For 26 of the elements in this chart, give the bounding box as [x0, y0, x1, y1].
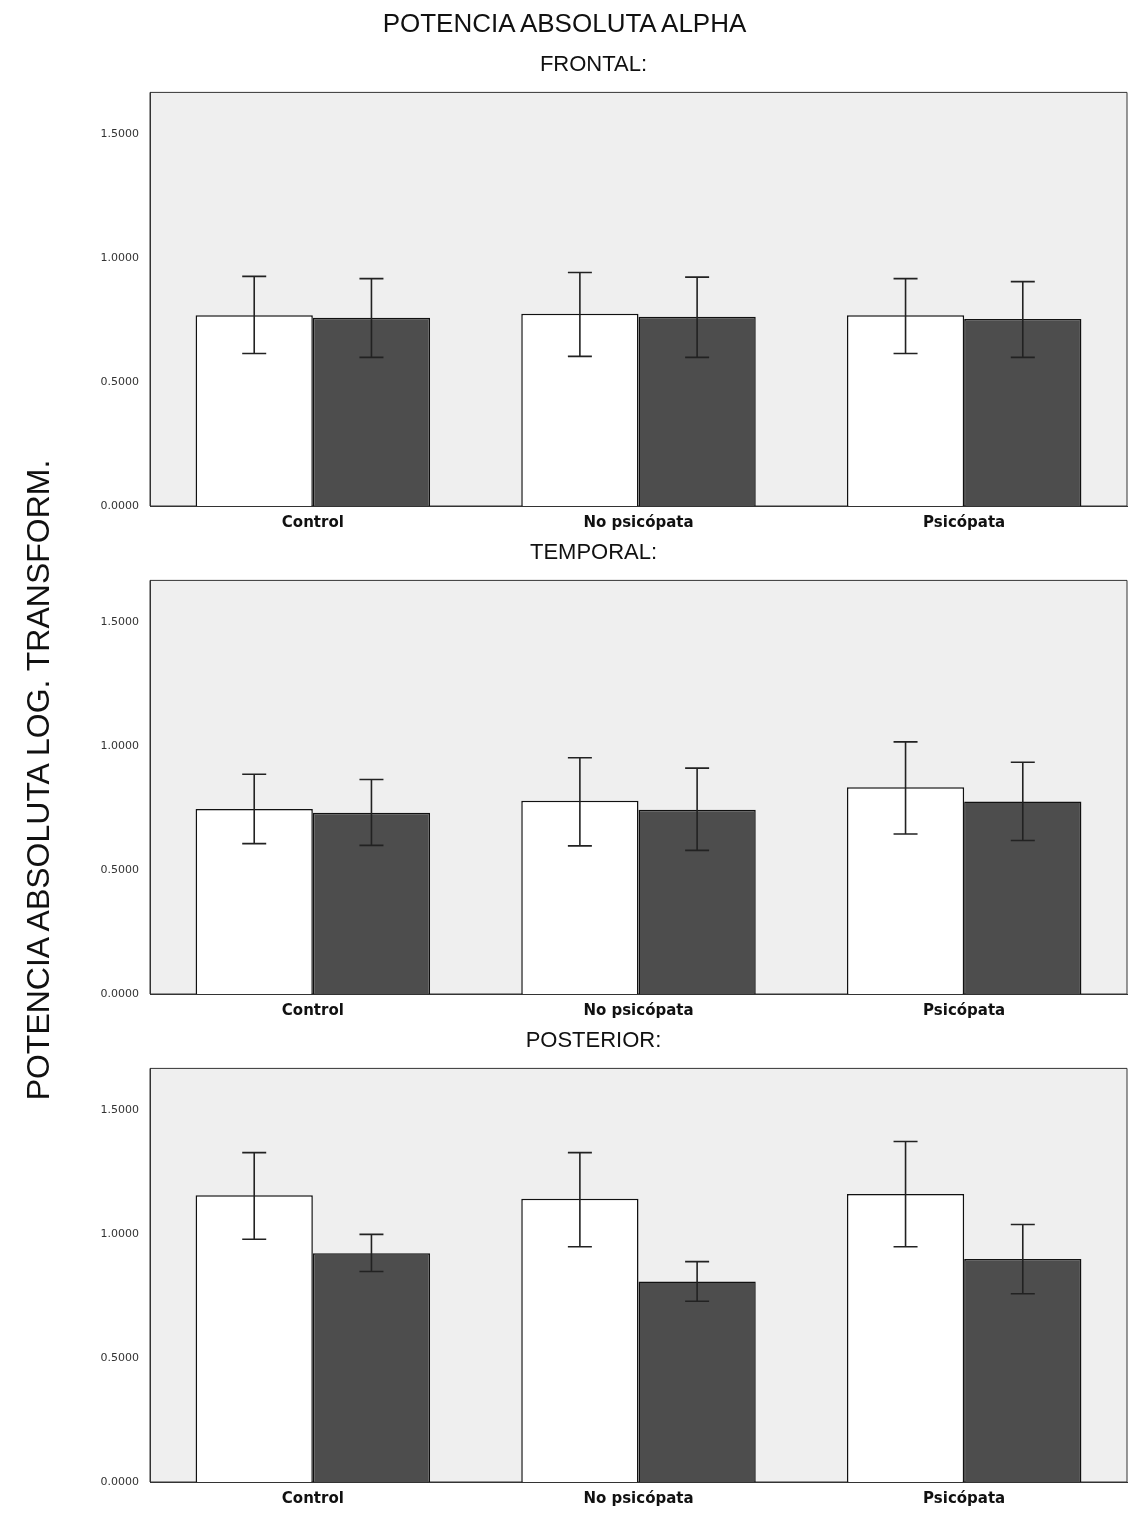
- x-tick-label: Psicópata: [923, 1000, 1006, 1019]
- x-tick-label: Psicópata: [923, 1488, 1006, 1507]
- x-tick-label: No psicópata: [583, 1000, 694, 1019]
- chart-title: TEMPORAL:: [529, 539, 658, 565]
- chart-title: POTENCIA ABSOLUTA ALPHA: [381, 8, 748, 39]
- y-tick-label: 0.5000: [100, 375, 139, 389]
- y-tick-label: 0.5000: [100, 863, 139, 877]
- x-tick-label: Control: [281, 1000, 344, 1019]
- y-tick-label: 1.0000: [100, 1227, 139, 1241]
- y-tick-label: 0.0000: [100, 498, 139, 512]
- chart-subtitle: FRONTAL:: [539, 51, 648, 77]
- y-tick-label: 1.5000: [100, 615, 139, 629]
- x-tick-label: Control: [281, 512, 344, 531]
- x-tick-label: Control: [281, 1488, 344, 1507]
- x-tick-label: Psicópata: [923, 512, 1006, 531]
- y-axis-title: POTENCIA ABSOLUTA LOG. TRANSFORM.: [19, 459, 57, 1101]
- x-tick-label: No psicópata: [583, 1488, 694, 1507]
- y-tick-label: 1.5000: [100, 127, 139, 141]
- y-tick-label: 0.5000: [100, 1351, 139, 1365]
- y-tick-label: 0.0000: [100, 986, 139, 1000]
- y-tick-label: 1.0000: [100, 251, 139, 265]
- y-tick-label: 1.0000: [100, 739, 139, 753]
- y-tick-label: 1.5000: [100, 1103, 139, 1117]
- y-tick-label: 0.0000: [100, 1474, 139, 1488]
- x-tick-label: No psicópata: [583, 512, 694, 531]
- chart-title: POSTERIOR:: [525, 1027, 662, 1053]
